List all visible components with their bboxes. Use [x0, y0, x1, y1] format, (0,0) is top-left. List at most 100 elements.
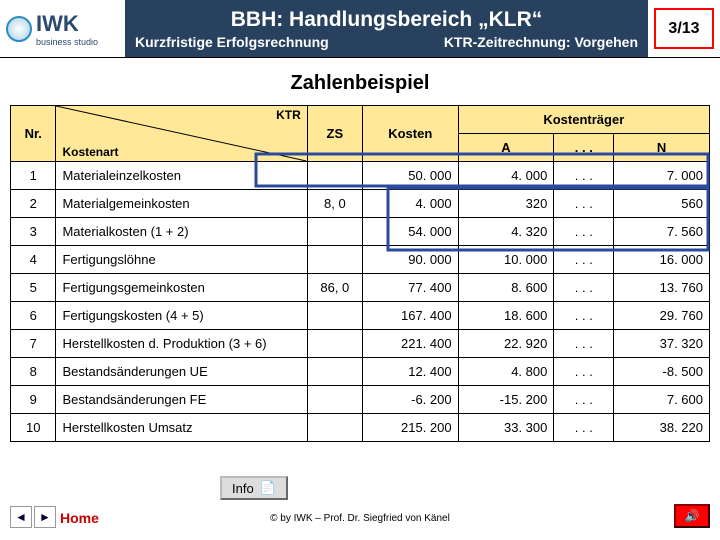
cell-art: Bestandsänderungen FE: [56, 386, 307, 414]
section-title: Zahlenbeispiel: [0, 72, 720, 95]
table-row: 5Fertigungsgemeinkosten86, 077. 4008. 60…: [11, 274, 710, 302]
cell-nr: 6: [11, 302, 56, 330]
cell-zs: [307, 358, 362, 386]
cell-a: 4. 800: [458, 358, 554, 386]
th-a: A: [458, 134, 554, 162]
cell-k: 54. 000: [362, 218, 458, 246]
th-kosten: Kosten: [362, 106, 458, 162]
th-n: N: [614, 134, 710, 162]
cell-zs: [307, 414, 362, 442]
logo-sub: business studio: [36, 37, 98, 47]
cell-art: Fertigungskosten (4 + 5): [56, 302, 307, 330]
table-row: 6Fertigungskosten (4 + 5) 167. 40018. 600…: [11, 302, 710, 330]
cell-art: Materialgemeinkosten: [56, 190, 307, 218]
cell-nr: 2: [11, 190, 56, 218]
cell-art: Bestandsänderungen UE: [56, 358, 307, 386]
footer-text: © by IWK – Prof. Dr. Siegfried von Känel: [0, 513, 720, 524]
cell-k: 4. 000: [362, 190, 458, 218]
cell-n: 37. 320: [614, 330, 710, 358]
cell-n: 16. 000: [614, 246, 710, 274]
cell-art: Fertigungsgemeinkosten: [56, 274, 307, 302]
cell-d: . . .: [554, 302, 614, 330]
cell-zs: 86, 0: [307, 274, 362, 302]
cell-d: . . .: [554, 274, 614, 302]
cell-nr: 1: [11, 162, 56, 190]
subtitle-right: KTR-Zeitrechnung: Vorgehen: [444, 34, 638, 50]
cell-d: . . .: [554, 414, 614, 442]
table-row: 9Bestandsänderungen FE -6. 200-15. 200. .…: [11, 386, 710, 414]
cell-k: 90. 000: [362, 246, 458, 274]
cell-n: 29. 760: [614, 302, 710, 330]
table-row: 1Materialeinzelkosten 50. 0004. 000. . .7…: [11, 162, 710, 190]
logo-name: IWK: [36, 11, 98, 37]
cell-n: -8. 500: [614, 358, 710, 386]
cell-k: 221. 400: [362, 330, 458, 358]
cell-zs: [307, 386, 362, 414]
cell-n: 560: [614, 190, 710, 218]
cell-art: Herstellkosten Umsatz: [56, 414, 307, 442]
table-row: 8Bestandsänderungen UE 12. 4004. 800. . .…: [11, 358, 710, 386]
th-zs: ZS: [307, 106, 362, 162]
info-button[interactable]: Info 📄: [220, 476, 288, 500]
cell-d: . . .: [554, 246, 614, 274]
cell-a: 33. 300: [458, 414, 554, 442]
cell-zs: [307, 218, 362, 246]
cell-nr: 5: [11, 274, 56, 302]
th-nr: Nr.: [11, 106, 56, 162]
title-area: BBH: Handlungsbereich „KLR“ Kurzfristige…: [125, 0, 648, 57]
cell-art: Fertigungslöhne: [56, 246, 307, 274]
logo-area: IWK business studio: [0, 0, 125, 57]
cell-a: 4. 000: [458, 162, 554, 190]
th-kostentraeger: Kostenträger: [458, 106, 709, 134]
cell-k: -6. 200: [362, 386, 458, 414]
table-row: 4Fertigungslöhne 90. 00010. 000. . .16. 0…: [11, 246, 710, 274]
cell-zs: [307, 162, 362, 190]
cell-art: Materialeinzelkosten: [56, 162, 307, 190]
table-row: 10Herstellkosten Umsatz 215. 20033. 300. …: [11, 414, 710, 442]
cell-a: 4. 320: [458, 218, 554, 246]
cell-d: . . .: [554, 162, 614, 190]
cell-nr: 4: [11, 246, 56, 274]
th-kostenart: KTR Kostenart: [56, 106, 307, 162]
table-row: 2Materialgemeinkosten8, 04. 000320. . .5…: [11, 190, 710, 218]
cell-a: 320: [458, 190, 554, 218]
cell-art: Materialkosten (1 + 2): [56, 218, 307, 246]
cell-nr: 10: [11, 414, 56, 442]
info-icon: 📄: [260, 480, 276, 496]
cell-a: 10. 000: [458, 246, 554, 274]
cell-d: . . .: [554, 386, 614, 414]
cell-k: 167. 400: [362, 302, 458, 330]
cell-nr: 9: [11, 386, 56, 414]
cell-d: . . .: [554, 358, 614, 386]
cell-a: -15. 200: [458, 386, 554, 414]
cell-a: 18. 600: [458, 302, 554, 330]
cell-nr: 3: [11, 218, 56, 246]
header-bar: IWK business studio BBH: Handlungsbereic…: [0, 0, 720, 58]
logo-icon: [6, 16, 32, 42]
cell-n: 7. 560: [614, 218, 710, 246]
cell-k: 215. 200: [362, 414, 458, 442]
cell-art: Herstellkosten d. Produktion (3 + 6): [56, 330, 307, 358]
cell-zs: [307, 246, 362, 274]
cell-k: 12. 400: [362, 358, 458, 386]
speaker-icon[interactable]: 🔊: [674, 504, 710, 528]
cell-n: 7. 600: [614, 386, 710, 414]
cell-k: 50. 000: [362, 162, 458, 190]
cell-n: 38. 220: [614, 414, 710, 442]
cell-d: . . .: [554, 330, 614, 358]
cell-n: 7. 000: [614, 162, 710, 190]
cell-d: . . .: [554, 218, 614, 246]
page-indicator: 3/13: [654, 8, 714, 49]
cost-table: Nr. KTR Kostenart ZS Kosten Kostenträger…: [10, 105, 710, 442]
cell-nr: 8: [11, 358, 56, 386]
cell-k: 77. 400: [362, 274, 458, 302]
cell-a: 22. 920: [458, 330, 554, 358]
main-title: BBH: Handlungsbereich „KLR“: [135, 8, 638, 32]
cell-a: 8. 600: [458, 274, 554, 302]
table-row: 7Herstellkosten d. Produktion (3 + 6) 221…: [11, 330, 710, 358]
table-row: 3Materialkosten (1 + 2) 54. 0004. 320. . …: [11, 218, 710, 246]
th-dots: . . .: [554, 134, 614, 162]
cell-d: . . .: [554, 190, 614, 218]
cell-nr: 7: [11, 330, 56, 358]
subtitle-left: Kurzfristige Erfolgsrechnung: [135, 34, 329, 50]
